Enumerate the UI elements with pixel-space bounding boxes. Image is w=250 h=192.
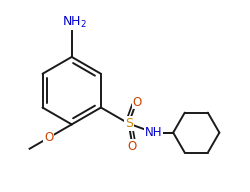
Text: NH$_2$: NH$_2$: [62, 14, 87, 30]
Text: NH: NH: [145, 126, 162, 139]
Text: O: O: [44, 131, 53, 144]
Text: S: S: [125, 117, 133, 130]
Text: O: O: [128, 140, 137, 153]
Text: O: O: [133, 96, 142, 109]
